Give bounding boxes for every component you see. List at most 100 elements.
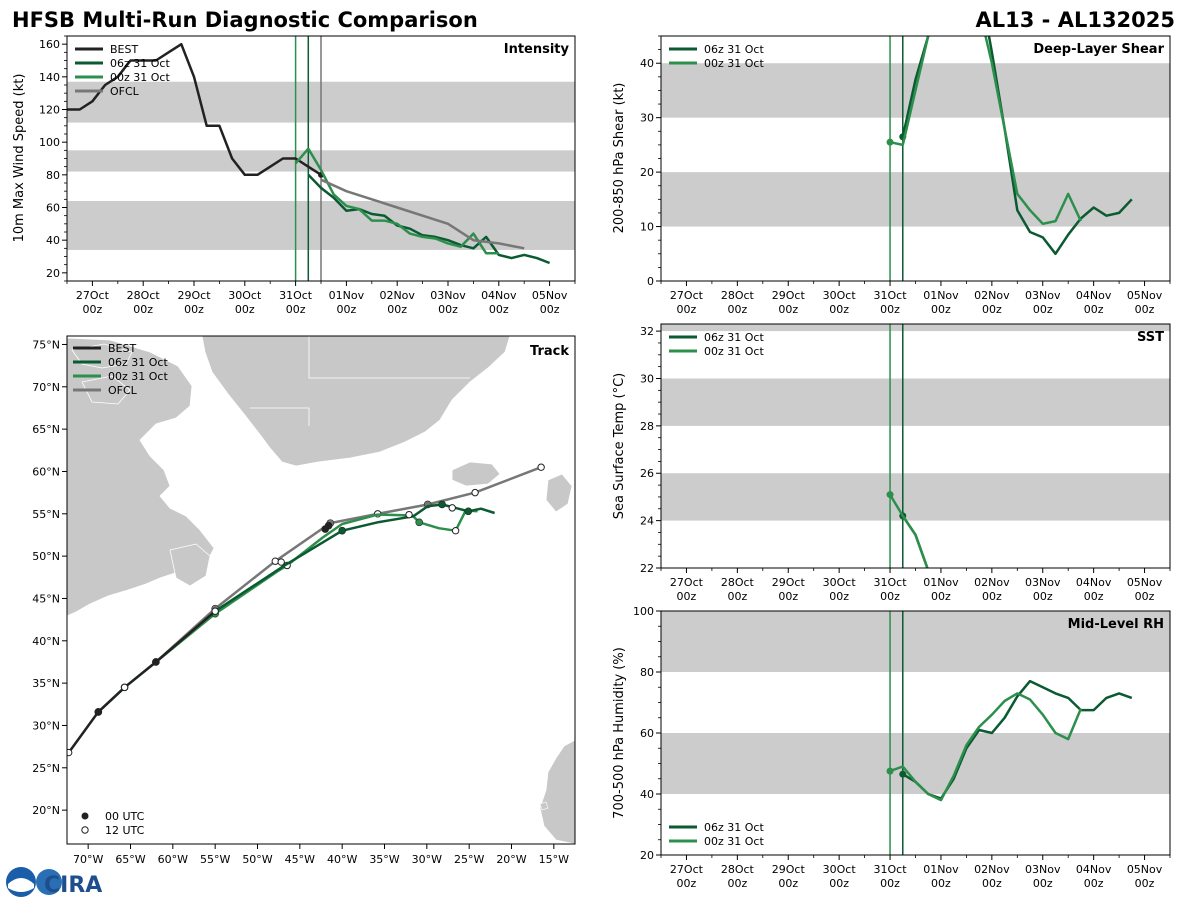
track-xtick-label: 60°W — [158, 853, 188, 866]
rh-xtick-hour: 00z — [880, 877, 900, 890]
intensity-xtick-hour: 00z — [540, 303, 560, 316]
rh-xtick-date: 30Oct — [823, 863, 857, 876]
rh-ytick-label: 60 — [640, 727, 654, 740]
track-xtick-label: 15°W — [539, 853, 569, 866]
intensity-series-00z-31-oct — [294, 147, 499, 255]
shear-series-06z-31-oct — [901, 36, 1133, 256]
intensity-xtick-date: 28Oct — [127, 289, 161, 302]
legend-label-ofcl: OFCL — [108, 384, 138, 397]
legend-label-00z-31-oct: 00z 31 Oct — [704, 835, 764, 848]
storm-id: AL13 - AL132025 — [976, 8, 1176, 32]
track-ytick-label: 75°N — [32, 338, 60, 351]
legend-label-00z-31-oct: 00z 31 Oct — [704, 57, 764, 70]
shear-xtick-hour: 00z — [1135, 303, 1155, 316]
rh-panel: 2040608010027Oct00z28Oct00z29Oct00z30Oct… — [612, 605, 1171, 890]
intensity-ytick-label: 80 — [46, 169, 60, 182]
track-ytick-label: 55°N — [32, 508, 60, 521]
rh-xtick-hour: 00z — [778, 877, 798, 890]
legend-label-06z-31-oct: 06z 31 Oct — [108, 356, 168, 369]
shear-xtick-date: 05Nov — [1127, 289, 1163, 302]
rh-xtick-date: 02Nov — [974, 863, 1010, 876]
north-africa — [539, 739, 575, 844]
intensity-xtick-date: 02Nov — [379, 289, 415, 302]
track-point-12utc — [471, 488, 479, 497]
intensity-ytick-label: 160 — [39, 38, 60, 51]
sst-title: SST — [1137, 330, 1164, 345]
rh-xtick-hour: 00z — [1084, 877, 1104, 890]
track-ytick-label: 35°N — [32, 677, 60, 690]
sst-band-1 — [661, 378, 1170, 426]
sst-xtick-date: 30Oct — [823, 576, 857, 589]
rh-xtick-date: 28Oct — [721, 863, 755, 876]
sst-ytick-label: 30 — [640, 372, 654, 385]
shear-xtick-hour: 00z — [880, 303, 900, 316]
rh-xtick-hour: 00z — [1033, 877, 1053, 890]
track-xtick-label: 30°W — [412, 853, 442, 866]
rh-xtick-hour: 00z — [931, 877, 951, 890]
sst-band-0 — [661, 473, 1170, 521]
track-xtick-label: 55°W — [200, 853, 230, 866]
greenland-border-2 — [250, 407, 310, 426]
legend-label-06z-31-oct: 06z 31 Oct — [704, 43, 764, 56]
sst-xtick-date: 01Nov — [923, 576, 959, 589]
sst-xtick-hour: 00z — [829, 590, 849, 603]
sst-xtick-hour: 00z — [727, 590, 747, 603]
shear-title: Deep-Layer Shear — [1033, 42, 1164, 57]
track-point-00utc — [324, 521, 333, 530]
shear-xtick-date: 30Oct — [823, 289, 857, 302]
track-point-00utc — [464, 507, 473, 516]
shear-ylabel: 200-850 hPa Shear (kt) — [612, 83, 627, 234]
shear-xtick-date: 27Oct — [670, 289, 704, 302]
track-ytick-label: 45°N — [32, 592, 60, 605]
shear-xtick-date: 03Nov — [1025, 289, 1061, 302]
sst-series-00z-31-oct — [888, 493, 929, 568]
legend-label-best: BEST — [110, 43, 138, 56]
track-title: Track — [530, 344, 569, 359]
intensity-xtick-hour: 00z — [387, 303, 407, 316]
canary-islands — [539, 801, 549, 811]
sst-xtick-hour: 00z — [931, 590, 951, 603]
track-point-12utc — [271, 557, 279, 565]
intensity-title: Intensity — [504, 42, 570, 57]
rh-xtick-hour: 00z — [677, 877, 697, 890]
intensity-xtick-date: 30Oct — [228, 289, 262, 302]
track-point-12utc — [451, 527, 460, 535]
figure-title: HFSB Multi-Run Diagnostic Comparison — [12, 8, 478, 32]
shear-start-point-00z-31-oct — [886, 138, 894, 146]
sst-xtick-date: 27Oct — [670, 576, 704, 589]
sst-xtick-hour: 00z — [1084, 590, 1104, 603]
sst-start-point-00z-31-oct — [886, 491, 894, 499]
track-point-12utc — [537, 463, 545, 471]
shear-ytick-label: 0 — [647, 275, 654, 288]
intensity-xtick-date: 05Nov — [532, 289, 568, 302]
track-ytick-label: 25°N — [32, 762, 60, 775]
track-point-00utc — [152, 658, 160, 666]
shear-xtick-hour: 00z — [982, 303, 1002, 316]
sst-xtick-date: 02Nov — [974, 576, 1010, 589]
track-point-12utc — [211, 607, 219, 615]
shear-xtick-hour: 00z — [829, 303, 849, 316]
track-point-12utc — [448, 504, 456, 512]
sst-xtick-hour: 00z — [1135, 590, 1155, 603]
shear-xtick-date: 28Oct — [721, 289, 755, 302]
sst-xtick-date: 04Nov — [1076, 576, 1112, 589]
sst-xtick-hour: 00z — [880, 590, 900, 603]
legend-label-06z-31-oct: 06z 31 Oct — [704, 821, 764, 834]
sst-ylabel: Sea Surface Temp (°C) — [612, 373, 627, 520]
track-ytick-label: 40°N — [32, 635, 60, 648]
shear-band-0 — [661, 172, 1170, 227]
intensity-xtick-hour: 00z — [438, 303, 458, 316]
track-xtick-label: 50°W — [242, 853, 272, 866]
rh-band-1 — [661, 611, 1170, 672]
intensity-ytick-label: 100 — [39, 136, 60, 149]
sst-xtick-hour: 00z — [778, 590, 798, 603]
intensity-ytick-label: 120 — [39, 104, 60, 117]
track-point-00utc — [94, 708, 103, 716]
sst-ytick-label: 24 — [640, 515, 654, 528]
rh-band-0 — [661, 733, 1170, 794]
intensity-ytick-label: 40 — [46, 234, 60, 247]
shear-ytick-label: 40 — [640, 57, 654, 70]
track-ytick-label: 60°N — [32, 465, 60, 478]
intensity-xtick-hour: 00z — [337, 303, 357, 316]
rh-xtick-hour: 00z — [727, 877, 747, 890]
